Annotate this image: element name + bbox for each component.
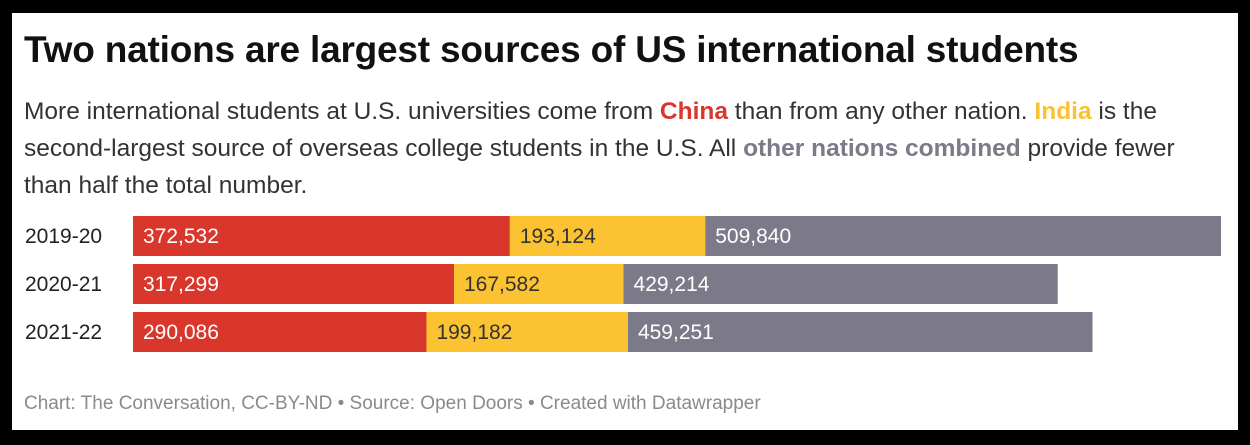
- value-label-india-2021-22: 199,182: [436, 321, 512, 344]
- subtitle-text-4: provide fewer than half the total number…: [24, 135, 1175, 199]
- chart-card: Two nations are largest sources of US in…: [12, 13, 1238, 430]
- stacked-bar-chart: 2019-20 372,532 193,124 509,840 2020-21 317,2…: [25, 216, 1221, 352]
- value-label-other-2021-22: 459,251: [638, 321, 714, 344]
- bar-other-2021-22: [627, 312, 1093, 352]
- year-label-2021-22: 2021-22: [25, 321, 102, 344]
- year-label-2019-20: 2019-20: [25, 225, 102, 248]
- chart-title: Two nations are largest sources of US in…: [24, 29, 1079, 70]
- subtitle-text-3: is the second-largest source of overseas…: [24, 98, 1157, 162]
- value-label-other-2019-20: 509,840: [715, 225, 791, 248]
- value-label-china-2020-21: 317,299: [143, 273, 219, 296]
- year-label-2020-21: 2020-21: [25, 273, 102, 296]
- value-label-india-2019-20: 193,124: [520, 225, 596, 248]
- value-label-india-2020-21: 167,582: [464, 273, 540, 296]
- chart-footer: Chart: The Conversation, CC-BY-ND • Sour…: [24, 393, 761, 414]
- chart-subtitle: More international students at U.S. univ…: [24, 93, 1219, 204]
- bar-china-2021-22: [133, 312, 427, 352]
- value-label-china-2019-20: 372,532: [143, 225, 219, 248]
- bar-other-2019-20: [705, 216, 1221, 256]
- value-label-other-2020-21: 429,214: [634, 273, 710, 296]
- subtitle-text-1: More international students at U.S. univ…: [24, 98, 660, 125]
- bar-china-2020-21: [133, 264, 454, 304]
- subtitle-india-highlight: India: [1034, 98, 1092, 125]
- bar-china-2019-20: [133, 216, 510, 256]
- subtitle-text-2: than from any other nation.: [727, 98, 1035, 125]
- subtitle-other-highlight: other nations combined: [743, 135, 1021, 162]
- bar-india-2021-22: [426, 312, 628, 352]
- value-label-china-2021-22: 290,086: [143, 321, 219, 344]
- subtitle-china-highlight: China: [659, 98, 728, 125]
- bar-other-2020-21: [623, 264, 1058, 304]
- bar-india-2020-21: [453, 264, 624, 304]
- bar-india-2019-20: [509, 216, 706, 256]
